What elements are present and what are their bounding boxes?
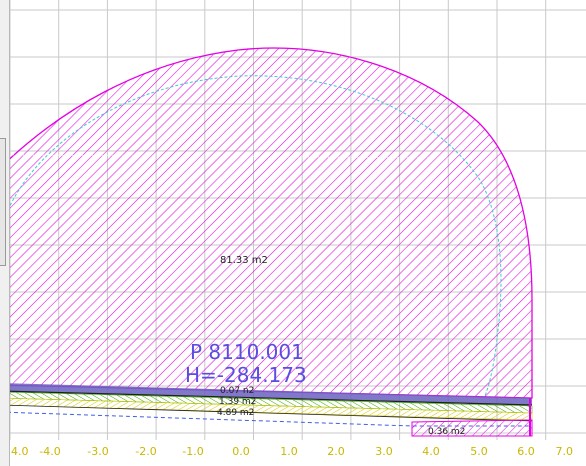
height-label: H=-284.173	[185, 363, 307, 387]
layer-band-purple	[9, 383, 532, 405]
x-axis-tick-label: 4.0	[11, 445, 29, 458]
inner-dashed-outline	[9, 75, 502, 399]
x-axis-tick-label: 3.0	[375, 445, 393, 458]
layer-band-black	[9, 390, 533, 406]
main-hatched-area[interactable]	[0, 47, 533, 399]
x-axis-tick-label: 6.0	[517, 445, 535, 458]
x-axis-tick-label: 5.0	[470, 445, 488, 458]
x-axis-tick-label: 1.0	[280, 445, 298, 458]
layer-label-bottom: 4.89 m2	[217, 408, 254, 418]
left-panel-handle[interactable]	[0, 138, 6, 266]
notch-area-label: 0.36 m2	[428, 427, 465, 437]
layer-label-top: 0.07 n2	[220, 386, 254, 396]
layer-label-middle: 1.39 m2	[219, 397, 256, 407]
x-axis-tick-label: -4.0	[39, 445, 60, 458]
bottom-notch-area[interactable]	[411, 419, 533, 437]
point-label: P 8110.001	[190, 340, 304, 364]
x-axis-tick-label: -3.0	[87, 445, 108, 458]
x-axis-tick-label: 0.0	[232, 445, 250, 458]
x-axis-tick-label: -2.0	[135, 445, 156, 458]
layer-base-line	[9, 404, 533, 422]
x-axis-tick-label: -1.0	[182, 445, 203, 458]
main-area-label: 81.33 m2	[220, 255, 268, 266]
x-axis-tick-label: 7.0	[556, 445, 574, 458]
x-axis-labels: 4.0 -4.0 -3.0 -2.0 -1.0 0.0 1.0 2.0 3.0 4.0 5.0 6.0…	[11, 445, 573, 458]
x-axis-tick-label: 2.0	[327, 445, 345, 458]
x-axis-tick-label: 4.0	[422, 445, 440, 458]
inner-dotted-line	[11, 154, 471, 159]
